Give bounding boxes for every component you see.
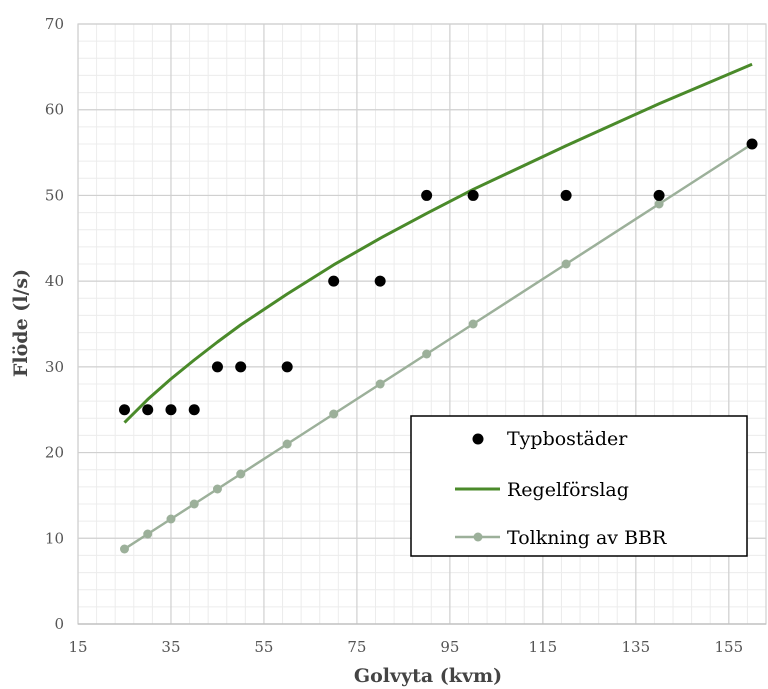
- data-point-tolkning-av-bbr: [166, 515, 175, 524]
- y-tick-label: 50: [45, 186, 64, 204]
- data-point-typbostader: [165, 404, 176, 415]
- legend: Typbostäder Regelförslag Tolkning av BBR: [411, 416, 747, 556]
- y-tick-label: 20: [45, 444, 64, 462]
- data-point-tolkning-av-bbr: [190, 500, 199, 509]
- data-point-tolkning-av-bbr: [236, 470, 245, 479]
- data-point-typbostader: [119, 404, 130, 415]
- legend-typbostader-label: Typbostäder: [507, 428, 628, 450]
- y-tick-label: 30: [45, 358, 64, 376]
- y-tick-label: 40: [45, 272, 64, 290]
- x-tick-labels: 15 35 55 75 95 115 135 155: [68, 638, 743, 656]
- data-point-tolkning-av-bbr: [329, 410, 338, 419]
- data-point-tolkning-av-bbr: [120, 545, 129, 554]
- data-point-typbostader: [747, 139, 758, 150]
- legend-regelforslag-label: Regelförslag: [507, 479, 629, 501]
- x-tick-label: 75: [347, 638, 366, 656]
- x-tick-label: 115: [529, 638, 558, 656]
- data-point-typbostader: [212, 361, 223, 372]
- data-point-typbostader: [235, 361, 246, 372]
- x-tick-label: 15: [68, 638, 87, 656]
- y-tick-label: 70: [45, 15, 64, 33]
- data-point-typbostader: [282, 361, 293, 372]
- y-tick-labels: 0 10 20 30 40 50 60 70: [45, 15, 64, 633]
- legend-bbr-label: Tolkning av BBR: [507, 527, 667, 549]
- y-axis-title: Flöde (l/s): [10, 269, 32, 377]
- y-tick-label: 0: [54, 615, 64, 633]
- data-point-typbostader: [375, 276, 386, 287]
- data-point-typbostader: [142, 404, 153, 415]
- x-tick-label: 35: [161, 638, 180, 656]
- data-point-tolkning-av-bbr: [213, 485, 222, 494]
- x-tick-label: 135: [622, 638, 651, 656]
- data-point-typbostader: [421, 190, 432, 201]
- x-tick-label: 155: [714, 638, 743, 656]
- data-point-tolkning-av-bbr: [469, 320, 478, 329]
- data-point-tolkning-av-bbr: [422, 350, 431, 359]
- legend-typbostader-marker: [473, 434, 484, 445]
- data-point-typbostader: [654, 190, 665, 201]
- y-tick-label: 10: [45, 529, 64, 547]
- data-point-typbostader: [328, 276, 339, 287]
- data-point-tolkning-av-bbr: [143, 530, 152, 539]
- data-point-typbostader: [189, 404, 200, 415]
- y-tick-label: 60: [45, 101, 64, 119]
- data-point-tolkning-av-bbr: [562, 260, 571, 269]
- data-point-tolkning-av-bbr: [283, 440, 292, 449]
- x-axis-title: Golvyta (kvm): [354, 665, 502, 687]
- data-point-tolkning-av-bbr: [376, 380, 385, 389]
- data-point-typbostader: [561, 190, 572, 201]
- data-point-typbostader: [468, 190, 479, 201]
- x-tick-label: 95: [440, 638, 459, 656]
- legend-bbr-marker: [474, 533, 483, 542]
- x-tick-label: 55: [254, 638, 273, 656]
